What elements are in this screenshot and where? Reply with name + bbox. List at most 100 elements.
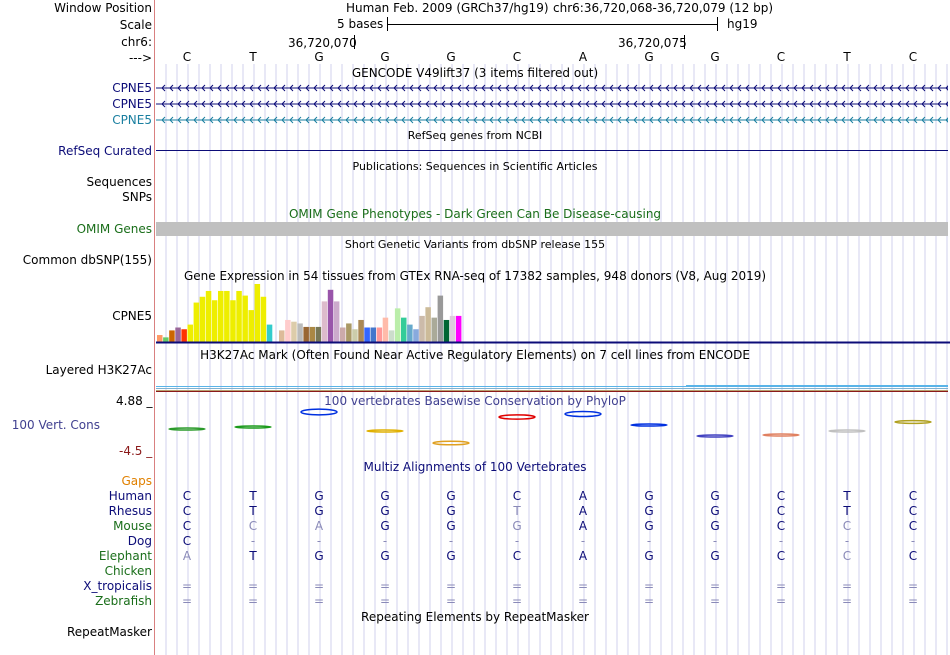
gencode-gene-label[interactable]: CPNE5	[112, 113, 152, 127]
gtex-tissue-bar	[413, 329, 419, 342]
multiz-base: =	[841, 594, 853, 608]
multiz-base: -	[250, 534, 256, 548]
multiz-gaps-label[interactable]: Gaps	[121, 474, 152, 488]
dbsnp-label[interactable]: Common dbSNP(155)	[22, 253, 152, 267]
gtex-tissue-bar	[455, 315, 462, 342]
refseq-label[interactable]: RefSeq Curated	[58, 144, 152, 158]
multiz-base: C	[776, 549, 786, 563]
multiz-base: G	[644, 504, 654, 518]
multiz-base: =	[775, 579, 787, 593]
gencode-gene-label[interactable]: CPNE5	[112, 81, 152, 95]
multiz-base: G	[710, 504, 720, 518]
multiz-base: G	[710, 489, 720, 503]
gencode-gene-model[interactable]	[156, 115, 948, 125]
omim-label[interactable]: OMIM Genes	[76, 222, 152, 236]
gtex-tissue-bar	[254, 284, 261, 342]
multiz-base: C	[908, 504, 918, 518]
h3k27ac-label[interactable]: Layered H3K27Ac	[45, 363, 152, 377]
gtex-tissue-bar	[285, 319, 291, 342]
multiz-base: =	[511, 579, 523, 593]
multiz-base: A	[578, 504, 588, 518]
multiz-species-label[interactable]: Rhesus	[108, 504, 152, 518]
multiz-base: G	[644, 519, 654, 533]
gtex-tissue-bar	[309, 326, 315, 342]
multiz-base: -	[580, 534, 586, 548]
scale-bar	[387, 17, 718, 31]
omim-title[interactable]: OMIM Gene Phenotypes - Dark Green Can Be…	[288, 207, 662, 221]
multiz-base: T	[249, 549, 257, 563]
gencode-title[interactable]: GENCODE V49lift37 (3 items filtered out)	[351, 66, 599, 80]
gtex-tissue-bar	[199, 296, 206, 342]
multiz-title[interactable]: Multiz Alignments of 100 Vertebrates	[363, 460, 587, 474]
omim-bar[interactable]	[156, 222, 948, 236]
strand-chevrons	[161, 100, 948, 108]
gencode-gene-label[interactable]: CPNE5	[112, 97, 152, 111]
publications-title[interactable]: Publications: Sequences in Scientific Ar…	[352, 160, 598, 173]
multiz-base: G	[446, 549, 456, 563]
repeatmasker-label[interactable]: RepeatMasker	[66, 625, 152, 639]
ruler-coord-2: 36,720,075	[618, 36, 687, 50]
gencode-gene-model[interactable]	[156, 83, 948, 93]
repeatmasker-title[interactable]: Repeating Elements by RepeatMasker	[361, 610, 589, 624]
sequence-base: G	[314, 50, 324, 64]
gtex-tissue-bar	[260, 296, 267, 342]
sequence-base: C	[908, 50, 918, 64]
multiz-base: C	[842, 549, 852, 563]
multiz-base: =	[247, 594, 259, 608]
multiz-base: A	[578, 519, 588, 533]
multiz-base: =	[643, 594, 655, 608]
ruler-tick-1	[354, 35, 355, 49]
multiz-species-label[interactable]: Dog	[127, 534, 152, 548]
multiz-base: =	[511, 594, 523, 608]
gtex-label[interactable]: CPNE5	[112, 309, 152, 323]
multiz-base: C	[776, 504, 786, 518]
multiz-species-label[interactable]: Chicken	[104, 564, 152, 578]
multiz-base: C	[842, 519, 852, 533]
gtex-tissue-bar	[376, 327, 383, 342]
gencode-gene-model[interactable]	[156, 99, 948, 109]
multiz-base: C	[182, 504, 192, 518]
gtex-tissue-bar	[419, 315, 425, 342]
multiz-species-label[interactable]: Zebrafish	[95, 594, 152, 608]
refseq-title[interactable]: RefSeq genes from NCBI	[407, 129, 543, 142]
phylop-min: -4.5 _	[119, 444, 153, 458]
h3k27ac-signal[interactable]	[156, 385, 948, 392]
position-readout: chr6:36,720,068-36,720,079 (12 bp)	[553, 1, 774, 15]
multiz-species-label[interactable]: Elephant	[98, 549, 152, 563]
multiz-species-label[interactable]: Mouse	[113, 519, 152, 533]
scale-label: Scale	[119, 18, 152, 32]
gtex-tissue-bar	[352, 329, 358, 342]
gtex-tissue-bar	[230, 300, 236, 342]
phylop-score-glyph	[828, 429, 866, 433]
sequence-base: C	[512, 50, 522, 64]
multiz-base: =	[313, 594, 325, 608]
multiz-base: A	[578, 489, 588, 503]
multiz-base: C	[908, 549, 918, 563]
multiz-base: -	[778, 534, 784, 548]
gtex-chart[interactable]	[156, 284, 950, 346]
gtex-tissue-bar	[388, 330, 395, 342]
multiz-base: G	[644, 489, 654, 503]
multiz-base: C	[776, 489, 786, 503]
phylop-title[interactable]: 100 vertebrates Basewise Conservation by…	[324, 394, 626, 408]
gtex-title[interactable]: Gene Expression in 54 tissues from GTEx …	[183, 269, 767, 283]
publications-label-sequences[interactable]: Sequences	[86, 175, 152, 189]
publications-label-snps[interactable]: SNPs	[122, 190, 152, 204]
phylop-chart[interactable]	[156, 404, 950, 460]
multiz-base: T	[843, 504, 851, 518]
refseq-line[interactable]	[156, 150, 948, 151]
multiz-species-label[interactable]: Human	[108, 489, 152, 503]
strand-arrow-label[interactable]: --->	[128, 51, 152, 65]
multiz-base: -	[316, 534, 322, 548]
gtex-tissue-bar	[394, 308, 401, 342]
multiz-species-label[interactable]: X_tropicalis	[83, 579, 152, 593]
multiz-base: G	[380, 519, 390, 533]
multiz-base: -	[844, 534, 850, 548]
multiz-base: =	[181, 579, 193, 593]
multiz-base: C	[908, 519, 918, 533]
multiz-base: G	[314, 504, 324, 518]
dbsnp-title[interactable]: Short Genetic Variants from dbSNP releas…	[344, 238, 606, 251]
phylop-label[interactable]: 100 Vert. Cons	[11, 418, 100, 432]
h3k27ac-title[interactable]: H3K27Ac Mark (Often Found Near Active Re…	[200, 348, 750, 362]
